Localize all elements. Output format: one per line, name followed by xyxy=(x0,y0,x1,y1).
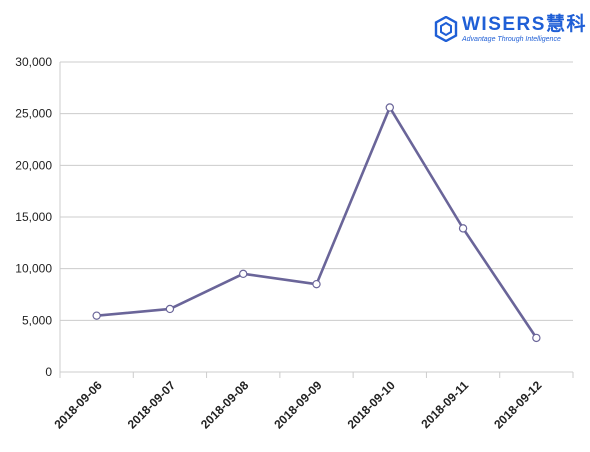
x-tick-label: 2018-09-09 xyxy=(271,378,325,432)
data-point xyxy=(312,279,321,289)
x-tick-label: 2018-09-10 xyxy=(345,378,399,432)
logo-wordmark: WISERS慧科 xyxy=(462,14,587,35)
data-point xyxy=(92,311,101,320)
x-tick-label: 2018-09-11 xyxy=(418,378,471,431)
data-point xyxy=(532,333,541,343)
y-tick-label: 15,000 xyxy=(15,210,52,224)
y-tick-label: 10,000 xyxy=(15,262,52,276)
y-tick-label: 5,000 xyxy=(22,313,52,327)
x-tick-label: 2018-09-06 xyxy=(51,378,105,432)
data-point xyxy=(458,224,468,233)
series-line xyxy=(96,106,538,339)
data-point xyxy=(239,269,248,279)
x-tick-label: 2018-09-12 xyxy=(491,378,545,432)
x-tick-label: 2018-09-08 xyxy=(198,378,252,432)
y-tick-label: 20,000 xyxy=(15,158,52,172)
data-point xyxy=(165,304,175,314)
x-tick-label: 2018-09-07 xyxy=(125,378,179,432)
y-tick-label: 0 xyxy=(45,365,52,379)
logo-tagline: Advantage Through Intelligence xyxy=(462,36,561,43)
hexagon-logo-icon xyxy=(434,16,458,42)
data-point xyxy=(385,103,394,112)
y-tick-label: 25,000 xyxy=(15,107,52,121)
y-tick-label: 30,000 xyxy=(15,55,52,69)
wisers-logo: WISERS慧科 Advantage Through Intelligence xyxy=(434,14,587,48)
